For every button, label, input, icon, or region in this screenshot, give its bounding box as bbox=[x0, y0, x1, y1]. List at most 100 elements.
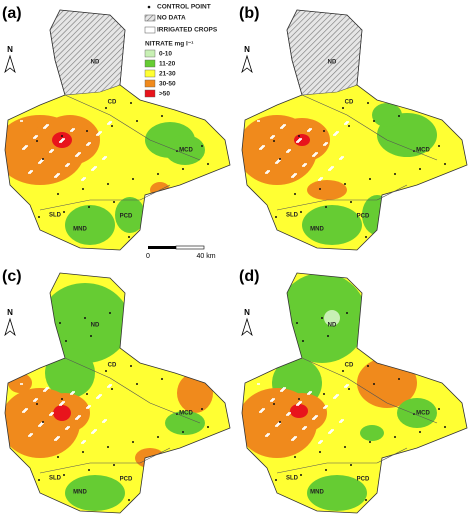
control-point bbox=[398, 378, 400, 380]
control-point bbox=[40, 345, 42, 347]
control-point bbox=[277, 82, 279, 84]
legend: CONTROL POINT NO DATA IRRIGATED CROPS NITRA… bbox=[144, 4, 218, 98]
irrigated-crop bbox=[312, 418, 315, 420]
control-point bbox=[392, 97, 394, 99]
irrigated-crop bbox=[102, 421, 105, 423]
irrigated-crop bbox=[54, 439, 57, 441]
panel-label: (c) bbox=[2, 268, 22, 285]
irrigated-crop bbox=[280, 127, 283, 129]
panel-label: (d) bbox=[239, 268, 259, 285]
control-point bbox=[371, 44, 373, 46]
control-point bbox=[369, 441, 371, 443]
irrigated-crop bbox=[275, 162, 278, 164]
north-arrow bbox=[241, 54, 253, 74]
north-label: N bbox=[244, 308, 250, 317]
control-point bbox=[319, 451, 321, 453]
nitrate-zone bbox=[165, 135, 205, 165]
control-point bbox=[323, 130, 325, 132]
nitrate-zone bbox=[307, 475, 367, 511]
nitrate-zone bbox=[40, 283, 130, 363]
map-panel: (c) N ND CD MCD SLD MND PCD bbox=[2, 268, 231, 514]
north-label: N bbox=[7, 45, 13, 54]
control-point bbox=[294, 193, 296, 195]
panel-label: (a) bbox=[2, 5, 22, 22]
nitrate-zone bbox=[397, 398, 437, 428]
district-boundary bbox=[276, 184, 408, 211]
north-arrow bbox=[4, 54, 16, 74]
nitrate-zone bbox=[22, 117, 38, 133]
district-boundary bbox=[276, 447, 408, 474]
nitrate-zone bbox=[360, 425, 384, 441]
control-point bbox=[34, 327, 36, 329]
control-point bbox=[365, 236, 367, 238]
control-point bbox=[42, 421, 44, 423]
control-point bbox=[207, 163, 209, 165]
nitrate-zone bbox=[324, 310, 340, 326]
irrigated-crop bbox=[33, 137, 36, 139]
irrigated-crop bbox=[86, 144, 89, 146]
control-point bbox=[321, 317, 323, 319]
legend-no-data-swatch bbox=[144, 14, 156, 22]
map-outline bbox=[241, 272, 468, 514]
control-point bbox=[419, 168, 421, 170]
control-point bbox=[105, 370, 107, 372]
control-point bbox=[319, 188, 321, 190]
control-point bbox=[302, 340, 304, 342]
region-label: MCD bbox=[179, 148, 193, 154]
irrigated-crop bbox=[22, 148, 25, 150]
control-point bbox=[256, 292, 258, 294]
legend-label: 11-20 bbox=[159, 61, 176, 68]
control-point bbox=[38, 479, 40, 481]
control-point bbox=[367, 102, 369, 104]
irrigated-crop bbox=[20, 383, 23, 385]
control-point bbox=[350, 464, 352, 466]
control-point bbox=[19, 292, 21, 294]
irrigated-crop bbox=[81, 179, 84, 181]
irrigated-crop bbox=[81, 442, 84, 444]
control-point bbox=[444, 426, 446, 428]
control-point bbox=[396, 39, 398, 41]
region-label: MCD bbox=[179, 411, 193, 417]
irrigated-crop bbox=[59, 141, 62, 143]
control-point bbox=[298, 135, 300, 137]
irrigated-crop bbox=[70, 393, 73, 395]
control-point bbox=[88, 469, 90, 471]
control-point bbox=[271, 327, 273, 329]
control-point bbox=[201, 145, 203, 147]
irrigated-crop bbox=[38, 162, 41, 164]
nitrate-zone bbox=[307, 180, 347, 200]
control-point bbox=[61, 135, 63, 137]
control-point bbox=[128, 236, 130, 238]
control-point bbox=[178, 489, 180, 491]
irrigated-crop bbox=[265, 172, 268, 174]
irrigated-crop bbox=[339, 158, 342, 160]
irrigated-crop bbox=[312, 155, 315, 157]
control-point bbox=[392, 360, 394, 362]
irrigated-crop bbox=[28, 172, 31, 174]
control-point bbox=[132, 441, 134, 443]
region-label: ND bbox=[328, 60, 337, 66]
region-label: ND bbox=[328, 323, 337, 329]
irrigated-crop bbox=[307, 393, 310, 395]
region-label: MND bbox=[310, 227, 324, 233]
irrigated-crop bbox=[296, 404, 299, 406]
scale-bar: 0 40 km bbox=[146, 245, 216, 260]
irrigated-crop bbox=[102, 158, 105, 160]
irrigated-crop bbox=[270, 137, 273, 139]
control-point bbox=[184, 34, 186, 36]
nitrate-zone bbox=[290, 404, 308, 418]
region-label: PCD bbox=[120, 214, 133, 220]
control-point bbox=[159, 302, 161, 304]
control-point bbox=[157, 436, 159, 438]
north-arrow bbox=[241, 317, 253, 337]
control-point bbox=[38, 216, 40, 218]
district-boundary bbox=[39, 184, 171, 211]
zones bbox=[5, 29, 209, 245]
region-label: MND bbox=[310, 490, 324, 496]
district-boundary bbox=[301, 357, 438, 424]
irrigated-crop bbox=[270, 400, 273, 402]
region-label: CD bbox=[108, 100, 117, 106]
region-label: CD bbox=[345, 100, 354, 106]
legend-label: 0-10 bbox=[159, 51, 172, 58]
